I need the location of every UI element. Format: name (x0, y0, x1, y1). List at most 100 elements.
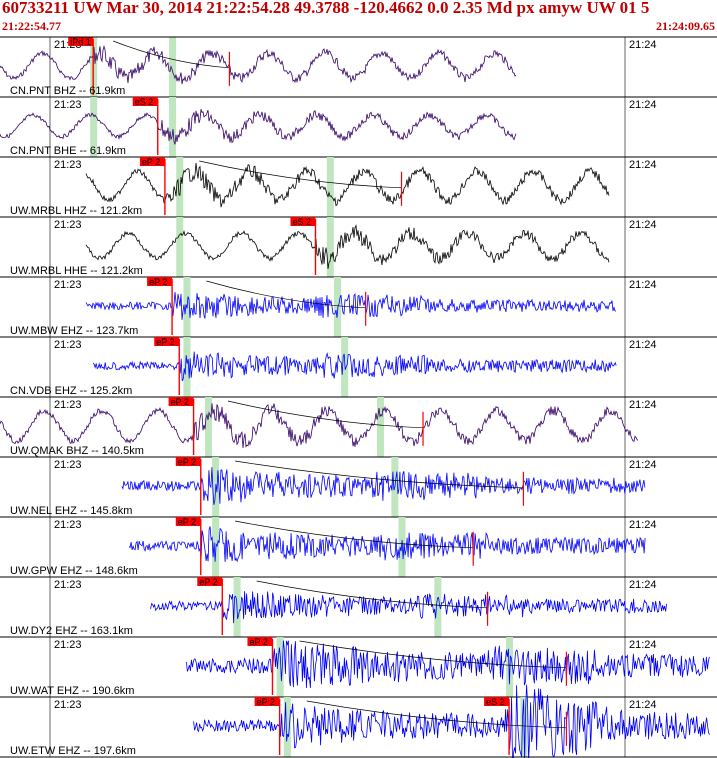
tick-label-right: 21:24 (629, 519, 657, 531)
waveform-trace (121, 467, 646, 505)
tick-label-left: 21:23 (54, 279, 82, 291)
tick-label-left: 21:23 (54, 339, 82, 351)
waveform-trace (0, 403, 639, 449)
station-channel-label: UW.MRBL HHE -- 121.2km (10, 265, 143, 277)
phase-pick-flag (147, 277, 173, 286)
tick-label-right: 21:24 (629, 99, 657, 111)
theoretical-arrival-marker (326, 157, 334, 217)
tick-label-left: 21:23 (54, 639, 82, 651)
coda-decay-curve (113, 40, 230, 69)
coda-decay-curve (235, 460, 524, 489)
coda-decay-curve (306, 700, 567, 729)
coda-decay-curve (206, 280, 366, 309)
station-channel-label: UW.GPW EHZ -- 148.6km (10, 565, 138, 577)
station-channel-label: CN.VDB EHZ -- 125.2km (10, 385, 132, 397)
window-end-time: 21:24:09.65 (656, 19, 715, 33)
phase-pick-label: eP 2 (149, 277, 167, 287)
tick-label-right: 21:24 (629, 279, 657, 291)
tick-label-left: 21:23 (54, 579, 82, 591)
station-channel-label: UW.WAT EHZ -- 190.6km (10, 685, 134, 697)
station-channel-label: UW.NEL EHZ -- 145.8km (10, 505, 132, 517)
theoretical-arrival-marker (326, 217, 334, 277)
event-summary-title: 60733211 UW Mar 30, 2014 21:22:54.28 49.… (2, 0, 650, 17)
tick-label-right: 21:24 (629, 639, 657, 651)
tick-label-right: 21:24 (629, 339, 657, 351)
phase-pick-label: iPd 1 (70, 37, 91, 47)
phase-pick-flag (168, 397, 194, 406)
phase-pick-flag (254, 697, 280, 706)
waveform-trace (186, 640, 710, 689)
theoretical-arrival-marker (434, 577, 442, 637)
phase-pick-flag (68, 37, 94, 46)
tick-label-left: 21:23 (54, 159, 82, 171)
phase-pick-label: eS 2 (292, 217, 311, 227)
phase-pick-flag (175, 517, 201, 526)
phase-pick-flag (154, 337, 180, 346)
waveform-trace (128, 526, 646, 563)
phase-pick-flag (484, 697, 510, 706)
phase-pick-label: eS 2 (486, 697, 505, 707)
station-channel-label: CN.PNT BHE -- 61.9km (10, 145, 126, 157)
phase-pick-label: eS 2 (135, 97, 154, 107)
theoretical-arrival-marker (398, 517, 406, 577)
theoretical-arrival-marker (176, 217, 184, 277)
tick-label-right: 21:24 (629, 459, 657, 471)
event-header: 60733211 UW Mar 30, 2014 21:22:54.28 49.… (0, 0, 717, 36)
phase-pick-flag (175, 457, 201, 466)
tick-label-left: 21:23 (54, 699, 82, 711)
phase-pick-label: eP 2 (249, 637, 267, 647)
station-channel-label: UW.ETW EHZ -- 197.6km (10, 745, 136, 757)
tick-label-left: 21:23 (54, 219, 82, 231)
theoretical-arrival-marker (176, 157, 184, 217)
station-channel-label: CN.PNT BHZ -- 61.9km (10, 85, 125, 97)
theoretical-arrival-marker (90, 97, 98, 157)
waveform-trace (0, 44, 517, 85)
phase-pick-flag (197, 577, 223, 586)
theoretical-arrival-marker (169, 37, 177, 97)
phase-pick-label: eP 2 (178, 457, 196, 467)
waveform-trace (85, 291, 617, 320)
station-channel-label: UW.DY2 EHZ -- 163.1km (10, 625, 133, 637)
tick-label-right: 21:24 (629, 39, 657, 51)
phase-pick-flag (247, 637, 273, 646)
tick-label-left: 21:23 (54, 459, 82, 471)
theoretical-arrival-marker (283, 697, 291, 757)
phase-pick-label: eP 2 (142, 157, 160, 167)
tick-label-left: 21:23 (54, 519, 82, 531)
window-start-time: 21:22:54.77 (2, 19, 61, 33)
tick-label-right: 21:24 (629, 219, 657, 231)
station-channel-label: UW.QMAK BHZ -- 140.5km (10, 445, 144, 457)
phase-pick-flag (139, 157, 165, 166)
waveform-trace (85, 162, 610, 208)
phase-pick-label: eP 2 (178, 517, 196, 527)
phase-pick-label: eP 2 (257, 697, 275, 707)
theoretical-arrival-marker (169, 97, 177, 157)
theoretical-arrival-marker (333, 277, 341, 337)
phase-pick-label: eP 2 (156, 337, 174, 347)
station-channel-label: UW.MRBL HHZ -- 121.2km (10, 205, 142, 217)
theoretical-arrival-marker (506, 637, 514, 697)
phase-pick-label: eP 2 (171, 397, 189, 407)
waveform-trace (150, 591, 667, 624)
phase-pick-flag (132, 97, 158, 106)
tick-label-left: 21:23 (54, 99, 82, 111)
tick-label-right: 21:24 (629, 579, 657, 591)
theoretical-arrival-marker (276, 637, 284, 697)
coda-decay-curve (235, 520, 474, 549)
phase-pick-label: eP 2 (199, 577, 217, 587)
theoretical-arrival-marker (204, 397, 212, 457)
waveform-trace (92, 351, 617, 382)
tick-label-right: 21:24 (629, 699, 657, 711)
coda-decay-curve (199, 160, 402, 189)
coda-decay-curve (299, 640, 567, 669)
tick-label-right: 21:24 (629, 399, 657, 411)
waveform-trace (85, 224, 610, 269)
theoretical-arrival-marker (377, 397, 385, 457)
tick-label-right: 21:24 (629, 159, 657, 171)
phase-pick-flag (290, 217, 316, 226)
theoretical-arrival-marker (183, 337, 191, 397)
station-channel-label: UW.MBW EHZ -- 123.7km (10, 325, 138, 337)
waveform-trace (0, 109, 517, 145)
coda-decay-curve (227, 400, 424, 429)
